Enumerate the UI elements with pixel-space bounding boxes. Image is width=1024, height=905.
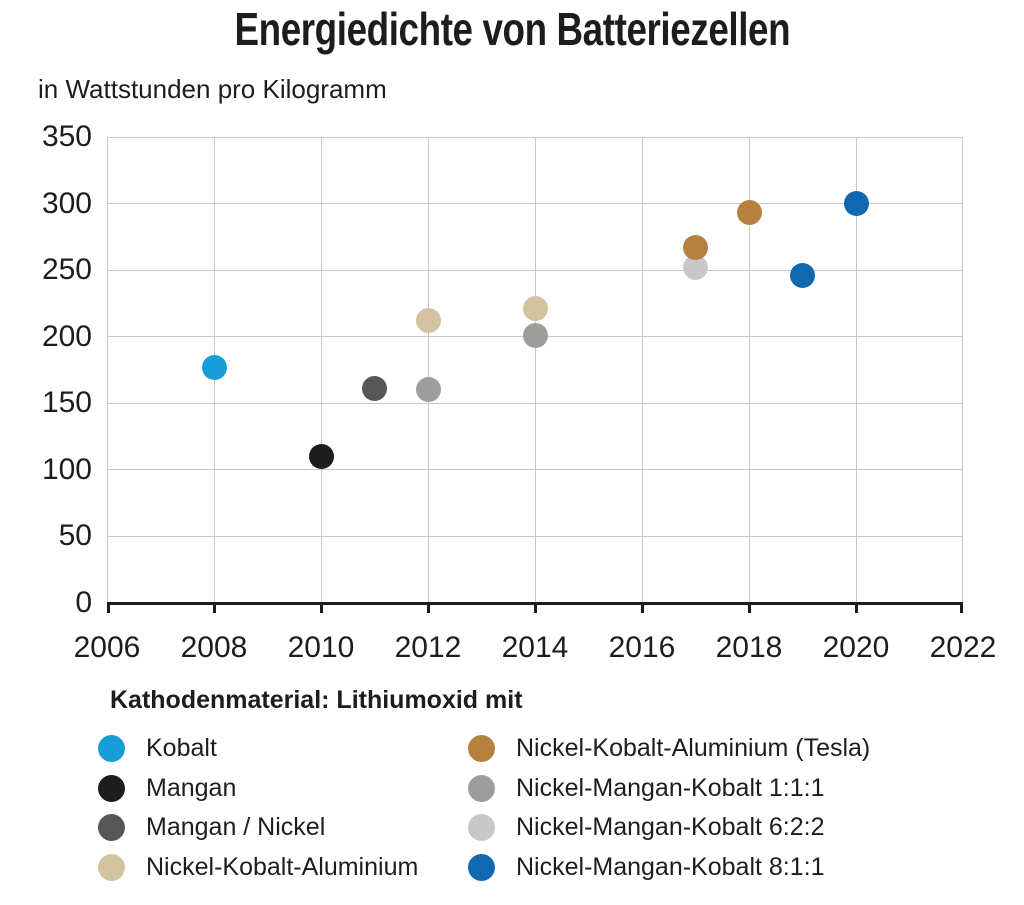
legend-dot-icon bbox=[98, 853, 125, 881]
legend-item: Mangan / Nickel bbox=[98, 808, 468, 848]
x-axis-tick-label: 2022 bbox=[929, 631, 997, 664]
x-tick-2008 bbox=[212, 603, 216, 613]
legend-item-label: Kobalt bbox=[146, 734, 217, 763]
y-axis-tick-label: 50 bbox=[58, 519, 92, 553]
legend-item-label: Nickel-Mangan-Kobalt 6:2:2 bbox=[516, 813, 825, 842]
legend-item-label: Nickel-Mangan-Kobalt 1:1:1 bbox=[516, 773, 825, 802]
legend-dot-icon bbox=[98, 814, 125, 842]
gridline-vertical-2010 bbox=[320, 137, 322, 603]
plot-area bbox=[107, 137, 963, 613]
legend-dot-icon bbox=[468, 774, 495, 802]
legend-item-label: Mangan / Nickel bbox=[146, 813, 326, 842]
gridline-horizontal-50 bbox=[107, 535, 963, 537]
gridline-horizontal-100 bbox=[107, 469, 963, 471]
x-axis-tick-label: 2010 bbox=[287, 631, 355, 664]
legend-dot-icon bbox=[468, 853, 495, 881]
y-axis-tick-label: 100 bbox=[41, 452, 92, 486]
legend-column-1: Kobalt Mangan Mangan / Nickel Nickel-Kobalt… bbox=[98, 729, 468, 887]
x-axis-tick-label: 2018 bbox=[715, 631, 783, 664]
y-axis-tick-label: 150 bbox=[41, 386, 92, 420]
x-axis-tick-label: 2012 bbox=[394, 631, 462, 664]
x-axis-tick-label: 2020 bbox=[822, 631, 890, 664]
legend-column-2: Nickel-Kobalt-Aluminium (Tesla) Nickel-Ma… bbox=[468, 729, 870, 887]
x-axis-tick-label: 2008 bbox=[180, 631, 248, 664]
data-point bbox=[683, 235, 708, 260]
legend-item: Nickel-Kobalt-Aluminium (Tesla) bbox=[468, 729, 870, 769]
x-axis-tick-label: 2006 bbox=[73, 631, 141, 664]
legend-item-label: Nickel-Mangan-Kobalt 8:1:1 bbox=[516, 852, 825, 881]
gridline-horizontal-150 bbox=[107, 402, 963, 404]
data-point bbox=[415, 308, 441, 334]
gridline-vertical-2020 bbox=[855, 137, 857, 603]
legend-item: Nickel-Mangan-Kobalt 8:1:1 bbox=[468, 848, 870, 888]
x-tick-2022 bbox=[960, 603, 963, 613]
data-point bbox=[522, 322, 548, 348]
legend-item: Nickel-Mangan-Kobalt 1:1:1 bbox=[468, 769, 870, 809]
data-point bbox=[308, 444, 334, 470]
chart-subtitle: in Wattstunden pro Kilogramm bbox=[38, 74, 387, 104]
y-axis-tick-label: 250 bbox=[41, 253, 92, 287]
x-tick-2018 bbox=[747, 603, 751, 613]
data-point bbox=[415, 377, 441, 403]
x-tick-2016 bbox=[640, 603, 644, 613]
y-axis-tick-label: 200 bbox=[41, 319, 92, 353]
legend-grid: Kobalt Mangan Mangan / Nickel Nickel-Kobalt… bbox=[98, 729, 948, 887]
legend-item: Nickel-Kobalt-Aluminium bbox=[98, 848, 468, 888]
data-point bbox=[736, 200, 762, 226]
legend-dot-icon bbox=[468, 814, 495, 842]
x-tick-2010 bbox=[319, 603, 323, 613]
legend: Kathodenmaterial: Lithiumoxid mit Kobalt… bbox=[98, 686, 948, 887]
legend-dot-icon bbox=[98, 735, 125, 763]
legend-item: Mangan bbox=[98, 769, 468, 809]
gridline-vertical-2006 bbox=[107, 137, 108, 603]
legend-dot-icon bbox=[468, 735, 495, 763]
y-axis-tick-label: 300 bbox=[41, 186, 92, 220]
legend-item-label: Nickel-Kobalt-Aluminium (Tesla) bbox=[516, 734, 871, 763]
x-tick-2020 bbox=[854, 603, 858, 613]
x-axis-tick-label: 2014 bbox=[501, 631, 569, 664]
gridline-vertical-2022 bbox=[962, 137, 963, 603]
gridline-vertical-2012 bbox=[427, 137, 429, 603]
legend-item: Kobalt bbox=[98, 729, 468, 769]
chart-title: Energiedichte von Batteriezellen bbox=[0, 2, 1024, 56]
gridline-horizontal-300 bbox=[107, 203, 963, 205]
data-point bbox=[201, 354, 227, 380]
data-point bbox=[843, 191, 869, 217]
x-tick-2006 bbox=[107, 603, 110, 613]
y-axis-tick-label: 0 bbox=[75, 586, 92, 619]
y-axis-tick-label: 350 bbox=[41, 120, 92, 153]
legend-item: Nickel-Mangan-Kobalt 6:2:2 bbox=[468, 808, 870, 848]
legend-title: Kathodenmaterial: Lithiumoxid mit bbox=[110, 686, 523, 714]
gridline-horizontal-350 bbox=[107, 137, 963, 138]
data-point bbox=[362, 376, 387, 402]
gridline-vertical-2018 bbox=[748, 137, 750, 603]
x-tick-2012 bbox=[426, 603, 430, 613]
legend-dot-icon bbox=[98, 774, 125, 802]
data-point bbox=[790, 262, 815, 288]
gridline-horizontal-250 bbox=[107, 269, 963, 271]
gridline-vertical-2016 bbox=[641, 137, 643, 603]
chart-title-text: Energiedichte von Batteriezellen bbox=[234, 3, 790, 55]
legend-item-label: Mangan bbox=[146, 773, 237, 802]
data-point bbox=[522, 296, 548, 322]
gridline-vertical-2014 bbox=[534, 137, 536, 603]
x-axis-tick-label: 2016 bbox=[608, 631, 676, 664]
x-tick-2014 bbox=[533, 603, 537, 613]
legend-item-label: Nickel-Kobalt-Aluminium bbox=[146, 852, 419, 881]
